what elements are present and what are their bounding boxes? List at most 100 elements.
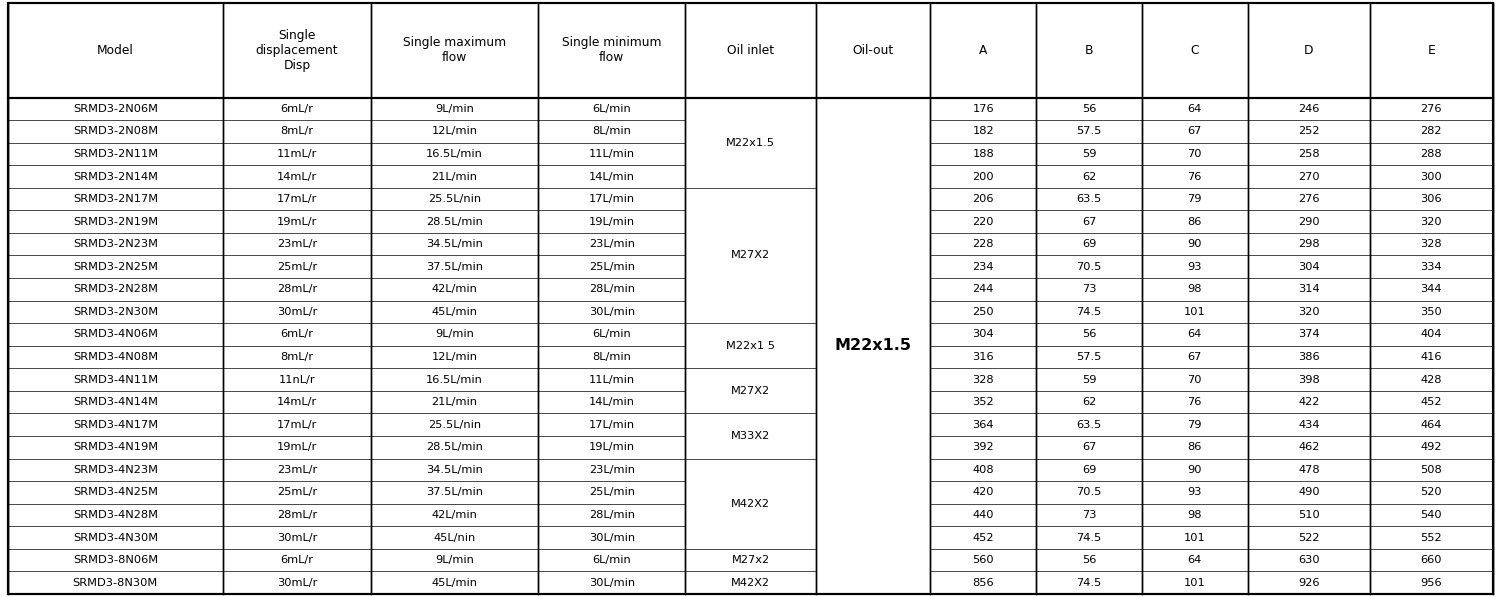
Text: 23L/min: 23L/min — [588, 239, 634, 249]
Text: 76: 76 — [1188, 397, 1202, 407]
Text: SRMD3-4N30M: SRMD3-4N30M — [74, 533, 158, 543]
Text: 101: 101 — [1184, 578, 1206, 587]
Text: M27X2: M27X2 — [732, 251, 771, 260]
Text: 452: 452 — [1420, 397, 1442, 407]
Text: 14mL/r: 14mL/r — [278, 397, 316, 407]
Text: 56: 56 — [1082, 104, 1096, 114]
Text: 64: 64 — [1188, 330, 1202, 340]
Text: M22x1.5: M22x1.5 — [726, 138, 776, 147]
Text: 6L/min: 6L/min — [592, 330, 632, 340]
Text: 73: 73 — [1082, 284, 1096, 294]
Text: 70.5: 70.5 — [1077, 488, 1101, 497]
Text: 11mL/r: 11mL/r — [276, 149, 316, 159]
Text: 19mL/r: 19mL/r — [276, 217, 316, 227]
Text: M27x2: M27x2 — [732, 555, 770, 565]
Text: 11L/min: 11L/min — [588, 375, 634, 384]
Text: 298: 298 — [1298, 239, 1320, 249]
Text: 25L/min: 25L/min — [588, 261, 634, 272]
Text: 42L/min: 42L/min — [432, 510, 477, 520]
Text: M42X2: M42X2 — [732, 578, 771, 587]
Text: 30L/min: 30L/min — [588, 578, 634, 587]
Text: 25.5L/nin: 25.5L/nin — [427, 194, 482, 204]
Text: 464: 464 — [1420, 420, 1442, 430]
Text: 73: 73 — [1082, 510, 1096, 520]
Text: 188: 188 — [972, 149, 994, 159]
Text: 276: 276 — [1420, 104, 1442, 114]
Text: 59: 59 — [1082, 149, 1096, 159]
Text: 404: 404 — [1420, 330, 1442, 340]
Text: 9L/min: 9L/min — [435, 555, 474, 565]
Text: 540: 540 — [1420, 510, 1442, 520]
Text: 6L/min: 6L/min — [592, 104, 632, 114]
Text: 30mL/r: 30mL/r — [276, 578, 316, 587]
Text: 25mL/r: 25mL/r — [278, 261, 316, 272]
Text: 478: 478 — [1298, 465, 1320, 475]
Text: 350: 350 — [1420, 307, 1442, 317]
Text: 79: 79 — [1188, 420, 1202, 430]
Text: 392: 392 — [972, 442, 994, 453]
Text: 320: 320 — [1420, 217, 1442, 227]
Text: 16.5L/min: 16.5L/min — [426, 149, 483, 159]
Text: M27X2: M27X2 — [732, 386, 771, 396]
Text: 28.5L/min: 28.5L/min — [426, 442, 483, 453]
Text: 30mL/r: 30mL/r — [276, 307, 316, 317]
Text: 14mL/r: 14mL/r — [278, 171, 316, 181]
Text: 304: 304 — [972, 330, 994, 340]
Text: 234: 234 — [972, 261, 994, 272]
Text: 6mL/r: 6mL/r — [280, 104, 314, 114]
Text: 67: 67 — [1188, 127, 1202, 136]
Text: 6mL/r: 6mL/r — [280, 555, 314, 565]
Text: SRMD3-2N11M: SRMD3-2N11M — [74, 149, 158, 159]
Text: 17L/min: 17L/min — [588, 420, 634, 430]
Text: 16.5L/min: 16.5L/min — [426, 375, 483, 384]
Text: 64: 64 — [1188, 555, 1202, 565]
Text: 70.5: 70.5 — [1077, 261, 1101, 272]
Text: 93: 93 — [1188, 261, 1202, 272]
Text: 452: 452 — [972, 533, 994, 543]
Text: SRMD3-4N11M: SRMD3-4N11M — [74, 375, 158, 384]
Text: 14L/min: 14L/min — [588, 397, 634, 407]
Text: SRMD3-2N30M: SRMD3-2N30M — [74, 307, 158, 317]
Text: 8L/min: 8L/min — [592, 352, 632, 362]
Text: 101: 101 — [1184, 307, 1206, 317]
Text: 25mL/r: 25mL/r — [278, 488, 316, 497]
Text: 69: 69 — [1082, 239, 1096, 249]
Text: Single
displacement
Disp: Single displacement Disp — [255, 29, 338, 72]
Text: SRMD3-4N19M: SRMD3-4N19M — [74, 442, 158, 453]
Text: 228: 228 — [972, 239, 994, 249]
Text: 98: 98 — [1188, 284, 1202, 294]
Text: 270: 270 — [1298, 171, 1320, 181]
Text: SRMD3-2N25M: SRMD3-2N25M — [74, 261, 158, 272]
Text: SRMD3-4N17M: SRMD3-4N17M — [74, 420, 158, 430]
Text: 30mL/r: 30mL/r — [276, 533, 316, 543]
Text: SRMD3-2N08M: SRMD3-2N08M — [74, 127, 158, 136]
Text: 63.5: 63.5 — [1077, 194, 1101, 204]
Text: 258: 258 — [1298, 149, 1320, 159]
Text: 30L/min: 30L/min — [588, 307, 634, 317]
Text: 19L/min: 19L/min — [588, 217, 634, 227]
Text: 56: 56 — [1082, 555, 1096, 565]
Text: 62: 62 — [1082, 171, 1096, 181]
Text: 30L/min: 30L/min — [588, 533, 634, 543]
Text: 37.5L/min: 37.5L/min — [426, 488, 483, 497]
Text: 74.5: 74.5 — [1077, 307, 1101, 317]
Text: 288: 288 — [1420, 149, 1442, 159]
Text: 398: 398 — [1298, 375, 1320, 384]
Text: 8mL/r: 8mL/r — [280, 127, 314, 136]
Text: 282: 282 — [1420, 127, 1442, 136]
Text: 290: 290 — [1298, 217, 1320, 227]
Text: 59: 59 — [1082, 375, 1096, 384]
Text: 462: 462 — [1298, 442, 1320, 453]
Text: 244: 244 — [972, 284, 994, 294]
Text: B: B — [1084, 44, 1094, 57]
Text: 42L/min: 42L/min — [432, 284, 477, 294]
Text: 374: 374 — [1298, 330, 1320, 340]
Text: SRMD3-2N17M: SRMD3-2N17M — [74, 194, 158, 204]
Text: 560: 560 — [972, 555, 994, 565]
Text: 352: 352 — [972, 397, 994, 407]
Text: 25.5L/nin: 25.5L/nin — [427, 420, 482, 430]
Text: 23mL/r: 23mL/r — [278, 239, 316, 249]
Text: 434: 434 — [1298, 420, 1320, 430]
Text: 28mL/r: 28mL/r — [278, 510, 316, 520]
Text: M33X2: M33X2 — [730, 431, 771, 441]
